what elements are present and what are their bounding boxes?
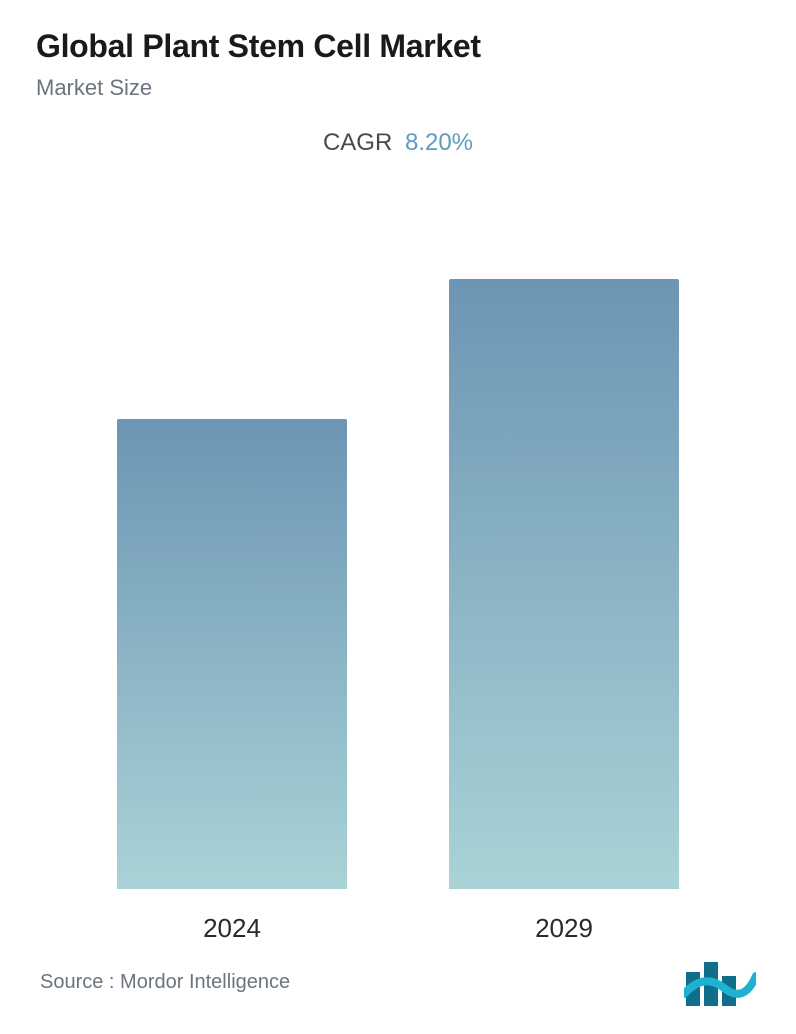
chart-subtitle: Market Size — [36, 75, 760, 101]
bar-chart: 2024 2029 — [36, 217, 760, 944]
cagr-label: CAGR — [323, 129, 392, 156]
bar-2024 — [117, 419, 347, 889]
chart-footer: Source : Mordor Intelligence — [36, 944, 760, 1034]
cagr-row: CAGR 8.20% — [36, 129, 760, 157]
xlabel-0: 2024 — [203, 913, 261, 944]
bar-group-1: 2029 — [434, 279, 694, 944]
source-text: Source : Mordor Intelligence — [40, 971, 290, 994]
cagr-value: 8.20% — [405, 129, 473, 156]
chart-title: Global Plant Stem Cell Market — [36, 28, 760, 65]
bar-2029 — [449, 279, 679, 889]
mordor-logo-icon — [684, 958, 756, 1006]
xlabel-1: 2029 — [535, 913, 593, 944]
chart-container: Global Plant Stem Cell Market Market Siz… — [0, 0, 796, 1034]
bar-group-0: 2024 — [102, 419, 362, 944]
